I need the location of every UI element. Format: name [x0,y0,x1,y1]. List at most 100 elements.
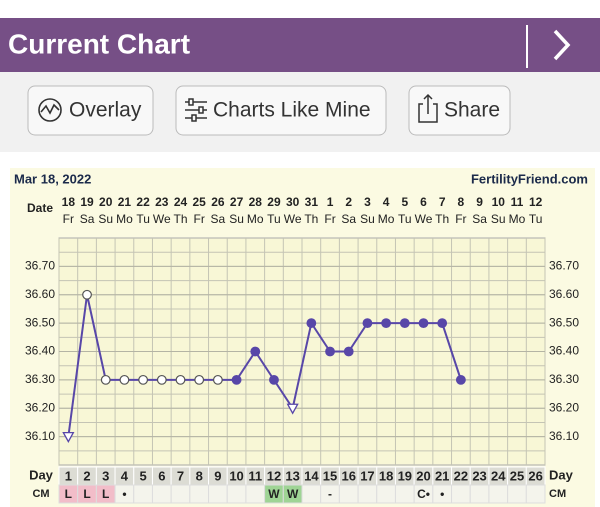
weekday-label: Sa [472,212,487,226]
weekday-label: Fr [194,212,205,226]
cm-value: W [287,487,299,501]
weekday-label: Tu [398,212,412,226]
date-label: 30 [286,195,300,209]
cm-cell [226,484,247,504]
temperature-point [156,374,167,385]
date-label: 22 [136,195,150,209]
day-number: 4 [121,468,129,483]
temperature-point [325,346,335,357]
cm-cell [469,484,490,504]
weekday-label: Th [304,212,318,226]
day-number: 25 [510,468,524,483]
temperature-point [399,318,410,329]
weekday-label: Fr [455,212,466,226]
weekday-label: Tu [267,212,281,226]
header-bar [0,18,600,72]
button-icon [38,98,62,122]
temperature-point [119,374,130,385]
date-label: 4 [383,195,390,209]
day-number: 8 [196,468,203,483]
day-row-label: Day [29,467,54,482]
share-button[interactable]: Share [408,85,511,136]
button-label: Overlay [69,99,142,122]
next-button[interactable] [553,29,571,61]
weekday-label: We [415,212,433,226]
cm-cell [245,484,266,504]
day-number: 17 [360,468,374,483]
overlay-button[interactable]: Overlay [27,85,154,136]
day-number: 2 [83,468,90,483]
weekday-label: Mo [116,212,133,226]
temperature-point [343,346,354,357]
temperature-point [381,318,392,329]
day-row-label-right: Day [549,467,574,482]
y-tick-label-right: 36.60 [549,287,579,301]
cm-value: • [122,487,126,501]
cm-cell [376,484,396,504]
temperature-line [67,294,462,437]
cm-value: • [440,487,444,501]
day-number: 9 [214,468,221,483]
weekday-label: Sa [211,212,226,226]
temperature-point [286,403,299,415]
temperature-point [306,318,317,329]
temperature-point [100,374,111,385]
temperature-point [82,289,92,300]
cm-cell [338,484,359,504]
cm-value: L [83,487,90,501]
date-label: 7 [439,195,446,209]
y-tick-label-right: 36.10 [549,429,579,443]
button-icon [418,93,438,123]
weekday-label: Su [491,212,506,226]
button-frame [27,85,154,136]
weekday-label: Fr [324,212,335,226]
date-label: 23 [155,195,169,209]
day-number: 18 [379,468,393,483]
day-number: 7 [177,468,184,483]
date-label: 25 [193,195,207,209]
temperature-point [250,346,261,357]
date-label: 12 [529,195,543,209]
cm-cell [208,484,228,504]
cm-row-label: CM [32,488,49,500]
temperature-point [269,374,279,385]
date-label: 26 [211,195,225,209]
date-label: 8 [458,195,465,209]
chart-source: FertilityFriend.com [471,171,588,186]
cm-value: W [268,487,280,501]
cm-cell [394,484,415,504]
temperature-point [418,318,429,329]
day-number: 12 [267,468,281,483]
date-label: 19 [80,195,94,209]
weekday-label: Sa [80,212,95,226]
date-label: 6 [420,195,427,209]
chart-date: Mar 18, 2022 [14,171,91,186]
day-number: 21 [435,468,449,483]
cm-value: L [102,487,109,501]
weekday-label: We [153,212,171,226]
y-tick-label: 36.50 [25,315,55,329]
y-tick-label-right: 36.20 [549,400,579,414]
weekday-label: Sa [341,212,356,226]
cm-cell [301,484,322,504]
date-label: 5 [401,195,408,209]
date-row-label: Date [27,201,53,215]
cm-cell [451,484,471,504]
y-tick-label-right: 36.40 [549,344,579,358]
cm-cell [357,484,378,504]
cm-value: C• [417,487,430,501]
date-label: 29 [267,195,281,209]
cm-value: L [65,487,72,501]
cm-value: - [328,487,332,501]
day-number: 16 [341,468,355,483]
weekday-label: Su [98,212,113,226]
date-label: 20 [99,195,113,209]
charts-like-mine-button[interactable]: Charts Like Mine [175,85,387,136]
weekday-label: We [284,212,302,226]
day-number: 24 [491,468,506,483]
cm-cell [151,484,172,504]
day-number: 13 [285,468,299,483]
temperature-point [212,374,223,385]
